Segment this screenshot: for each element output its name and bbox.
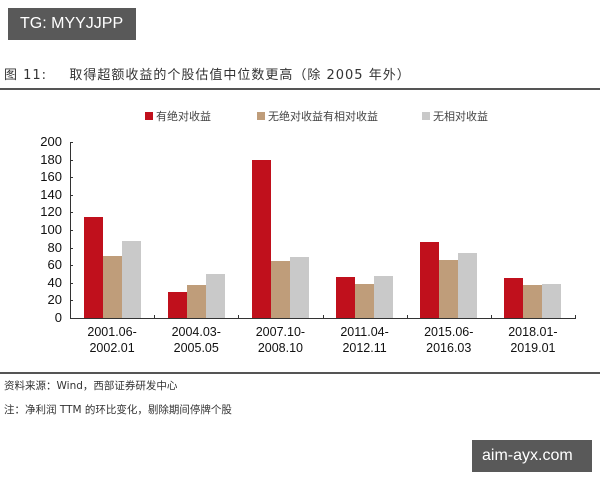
legend-swatch-abs	[145, 112, 153, 120]
bar-rel	[355, 283, 375, 318]
x-tick-label: 2011.04- 2012.11	[340, 325, 389, 355]
y-tick-label: 80	[47, 239, 62, 255]
legend-label-abs: 有绝对收益	[156, 110, 211, 123]
bar-abs	[504, 277, 524, 318]
bar-none	[458, 252, 478, 318]
y-tick	[70, 142, 73, 143]
y-tick	[70, 300, 73, 302]
y-tick-label: 60	[47, 257, 62, 273]
bar-none	[542, 283, 562, 318]
bar-none	[289, 257, 309, 318]
bar-none	[121, 240, 141, 318]
bar-none	[205, 274, 225, 318]
x-tick-label: 2007.10- 2008.10	[255, 325, 306, 355]
x-tick	[406, 315, 408, 319]
x-tick-label: 2004.03- 2005.05	[171, 325, 221, 355]
source-rule	[0, 372, 600, 374]
legend-swatch-rel	[257, 112, 265, 120]
y-tick-label: 200	[40, 134, 62, 149]
bar-abs	[420, 242, 440, 318]
bar-chart: 0 20 40 60 80 100 120 140 160 180 200 2001.06- 2002.…	[40, 134, 576, 355]
y-tick	[70, 265, 73, 267]
x-tick	[154, 315, 156, 319]
x-tick	[490, 315, 492, 319]
y-tick-label: 100	[40, 222, 62, 237]
y-tick-label: 0	[54, 310, 62, 325]
watermark-top: TG: MYYJJPP	[8, 8, 136, 40]
bar-abs	[83, 216, 103, 318]
legend-label-rel: 无绝对收益有相对收益	[268, 110, 378, 123]
x-tick	[322, 315, 324, 319]
y-tick	[70, 230, 73, 231]
y-tick	[70, 318, 73, 319]
y-tick-label: 120	[40, 204, 62, 220]
figure-title: 图 11: 取得超额收益的个股估值中位数更高（除 2005 年外）	[4, 64, 411, 83]
bar-none	[374, 275, 394, 318]
x-tick	[238, 315, 240, 319]
title-rule	[0, 88, 600, 90]
bar-abs	[167, 291, 187, 318]
watermark-bottom: aim-ayx.com	[472, 440, 592, 472]
bar-abs	[251, 159, 271, 318]
x-tick	[575, 315, 576, 319]
bar-rel	[102, 256, 122, 318]
y-tick-label: 160	[40, 169, 62, 185]
y-tick	[70, 177, 73, 179]
y-tick-label: 20	[47, 292, 62, 308]
y-tick	[70, 194, 73, 196]
bar-rel	[270, 260, 290, 318]
y-tick	[70, 247, 73, 249]
y-tick-label: 40	[47, 274, 62, 290]
bar-rel	[439, 259, 459, 318]
legend-item-rel: 无绝对收益有相对收益	[257, 108, 378, 124]
figure-title-text: 取得超额收益的个股估值中位数更高（除 2005 年外）	[69, 68, 411, 83]
x-tick-label: 2001.06- 2002.01	[87, 325, 137, 355]
source-note: 资料来源：Wind，西部证券研发中心	[4, 380, 178, 392]
y-tick	[70, 159, 73, 161]
y-tick-label: 140	[40, 186, 62, 202]
x-tick-label: 2018.01- 2019.01	[508, 325, 558, 355]
legend-swatch-none	[422, 112, 430, 120]
legend-item-none: 无相对收益	[422, 108, 488, 124]
y-tick-label: 180	[40, 151, 62, 167]
figure-label: 图 11:	[4, 68, 48, 83]
bar-rel	[523, 285, 543, 318]
y-tick	[70, 282, 73, 284]
remark-note: 注：净利润 TTM 的环比变化，剔除期间停牌个股	[4, 404, 232, 416]
bar-abs	[336, 276, 356, 318]
legend-label-none: 无相对收益	[433, 110, 488, 123]
x-tick-label: 2015.06- 2016.03	[424, 325, 474, 355]
bar-rel	[186, 284, 206, 318]
y-tick	[70, 212, 73, 214]
legend-item-abs: 有绝对收益	[145, 108, 211, 124]
